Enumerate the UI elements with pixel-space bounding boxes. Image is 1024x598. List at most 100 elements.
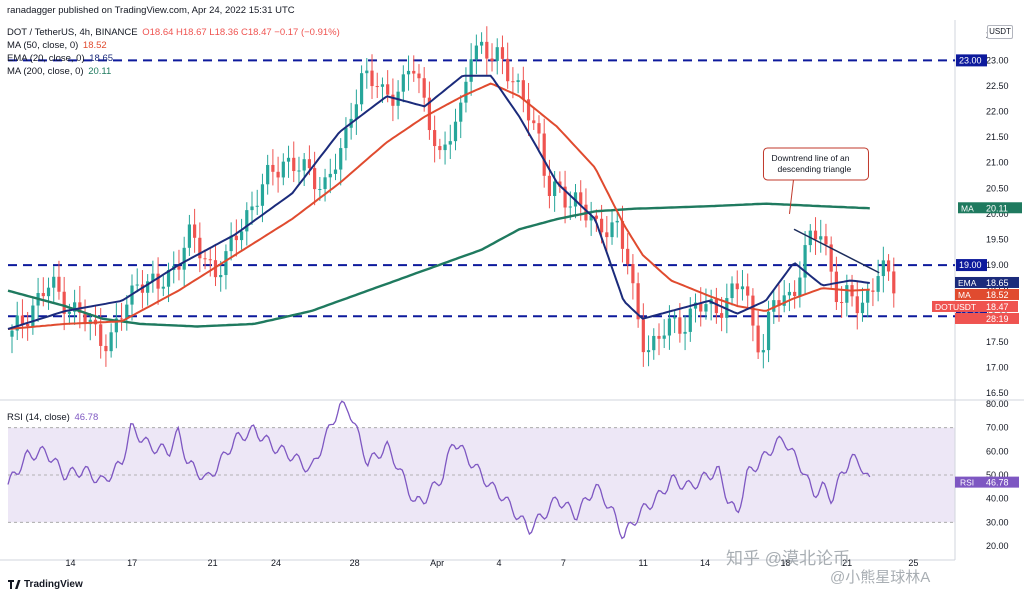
candle-body [646,350,651,353]
ma200-legend: MA (200, close, 0) 20.11 [7,66,112,77]
level-tag [956,54,987,67]
candle-body [787,291,792,296]
candle-body [213,260,218,278]
rsi-line [7,400,871,540]
currency-button[interactable]: USDT [987,25,1013,39]
candle-body [156,273,160,289]
candle-body [443,144,447,151]
tradingview-logo[interactable]: TradingView [8,579,83,590]
candle-body [151,273,155,282]
candle-body [840,302,844,304]
time-tick-label: 21 [842,558,852,568]
candle-body [375,86,379,88]
candle-body [714,299,718,314]
candle-body [657,335,661,339]
price-label-value: 18.52 [986,290,1009,300]
candle-body [339,148,343,170]
candle-body [208,259,212,261]
candle-body [761,350,765,353]
candle-body [370,70,374,87]
candle-body [260,184,265,206]
candle-body [553,181,557,196]
candle-body [683,331,687,334]
price-tick-label: 20.00 [986,209,1009,219]
time-tick-label: 4 [496,558,501,568]
candle-body [453,121,458,142]
candle-body [526,99,531,121]
candle-body [704,304,708,312]
price-tick-label: 23.00 [986,55,1009,65]
candle-body [605,232,609,238]
time-tick-label: 14 [700,558,710,568]
candle-body [834,271,838,303]
candle-body [620,220,625,249]
candle-body [641,319,645,353]
price-label-value: 28:19 [986,314,1009,324]
ohlc-values: O18.64 H18.67 L18.36 C18.47 −0.17 (−0.91… [142,27,340,38]
candle-body [125,304,129,319]
candle-body [302,159,306,171]
candle-body [344,127,348,149]
candle-body [281,161,285,178]
candle-body [292,157,296,172]
candle-body [474,45,478,60]
candle-body [57,276,61,292]
annotation-box [762,147,869,181]
candle-body [688,308,692,332]
candle-body [735,283,739,290]
candle-body [610,222,614,238]
candle-body [182,247,186,270]
candle-body [845,285,849,303]
tradingview-icon [8,580,21,589]
candle-body [313,168,317,190]
candle-body [667,318,672,336]
candle-body [146,281,150,293]
candle-body [276,171,280,178]
candle-body [568,206,572,208]
candle-body [26,324,30,327]
candle-body [699,302,703,312]
rsi-value-tag [955,476,1019,488]
candle-body [824,236,828,245]
time-tick-label: 25 [908,558,918,568]
candle-body [438,146,442,151]
price-tick-label: 16.50 [986,388,1009,398]
ma200-line [7,202,870,328]
candle-body [297,170,301,172]
candle-body [271,164,275,172]
candle-body [495,47,499,61]
price-label-value: 18.47 [986,302,1009,312]
price-tick-label: 17.50 [986,337,1009,347]
candle-body [772,300,776,312]
candle-body [386,84,390,95]
price-label-MA [955,288,1019,300]
candle-body [485,41,489,59]
candle-body [782,295,786,306]
candle-body [234,235,238,241]
candle-body [109,332,113,352]
rsi-tick-label: 40.00 [986,494,1009,504]
candle-body [537,123,541,134]
candle-body [547,175,552,196]
candle-body [365,70,369,74]
candle-body [193,224,197,238]
candle-body [203,258,207,260]
rsi-value-tag-value: 46.78 [986,478,1009,488]
price-label-MA [958,202,1022,214]
price-tick-label: 22.50 [986,81,1009,91]
price-tick-label: 22.00 [986,107,1009,117]
candle-body [892,271,896,294]
ma50-legend: MA (50, close, 0) 18.52 [7,40,107,51]
price-label-EMA [955,276,1019,288]
candle-body [819,236,823,240]
candle-body [15,315,19,331]
time-tick-label: 17 [127,558,137,568]
candle-body [83,312,87,325]
candle-body [62,291,66,314]
candle-body [860,302,865,314]
candle-body [135,284,139,286]
candle-body [161,286,165,289]
candle-body [866,290,870,303]
watermark-zhihu: 知乎 @漠北论币 [726,549,850,568]
